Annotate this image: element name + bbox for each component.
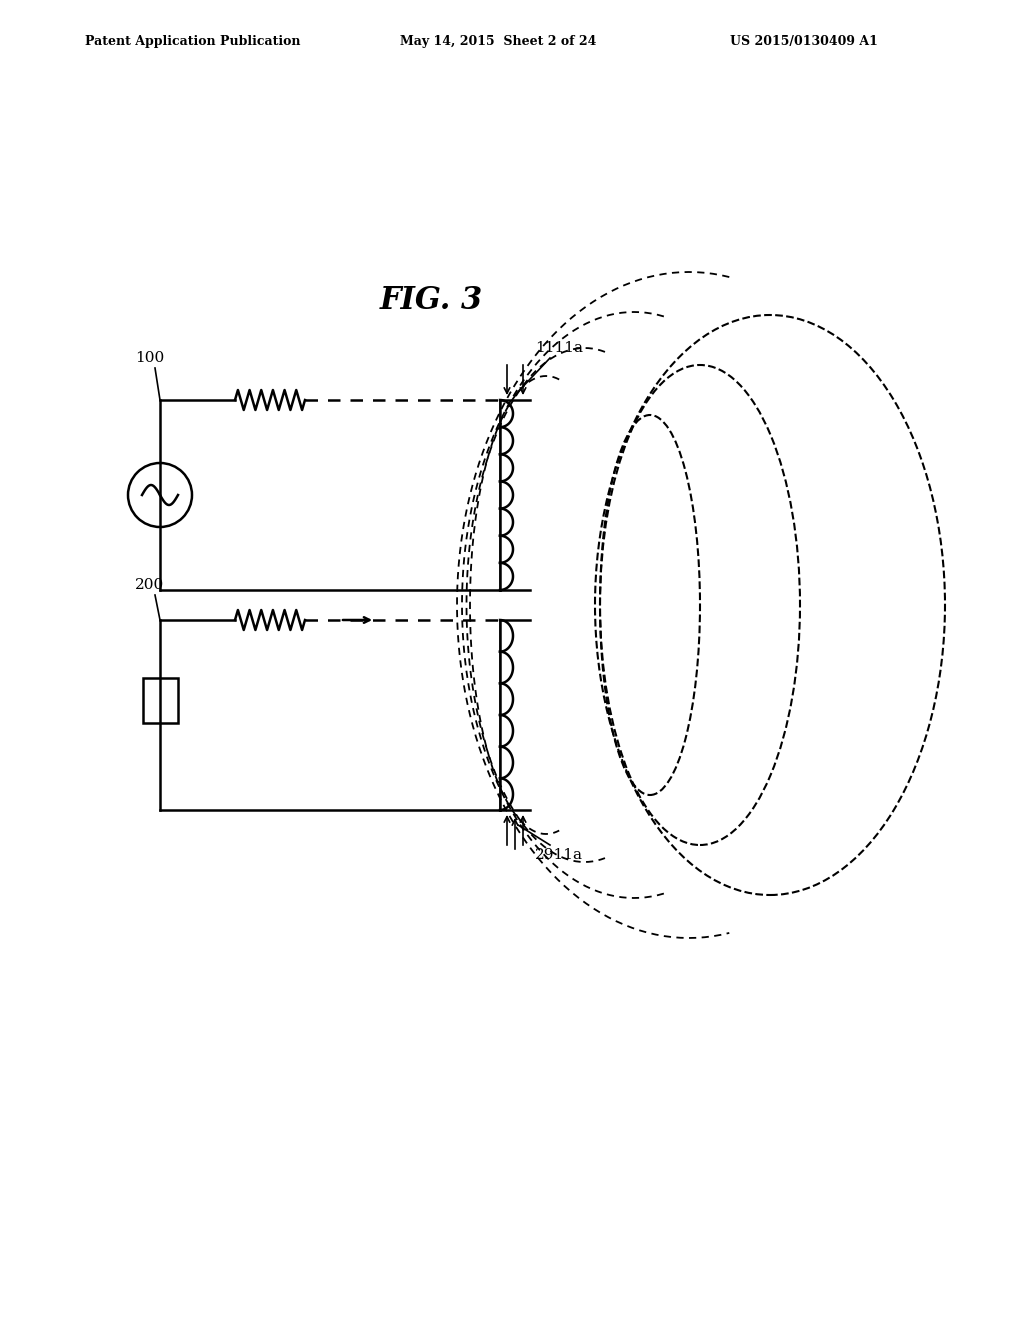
Text: 100: 100 xyxy=(135,351,164,366)
Text: 1111a: 1111a xyxy=(535,341,583,355)
Text: 200: 200 xyxy=(135,578,164,591)
Text: 2911a: 2911a xyxy=(535,847,583,862)
Bar xyxy=(142,677,177,722)
Text: Patent Application Publication: Patent Application Publication xyxy=(85,36,300,48)
Text: FIG. 3: FIG. 3 xyxy=(380,285,483,315)
Text: May 14, 2015  Sheet 2 of 24: May 14, 2015 Sheet 2 of 24 xyxy=(400,36,596,48)
Text: US 2015/0130409 A1: US 2015/0130409 A1 xyxy=(730,36,878,48)
